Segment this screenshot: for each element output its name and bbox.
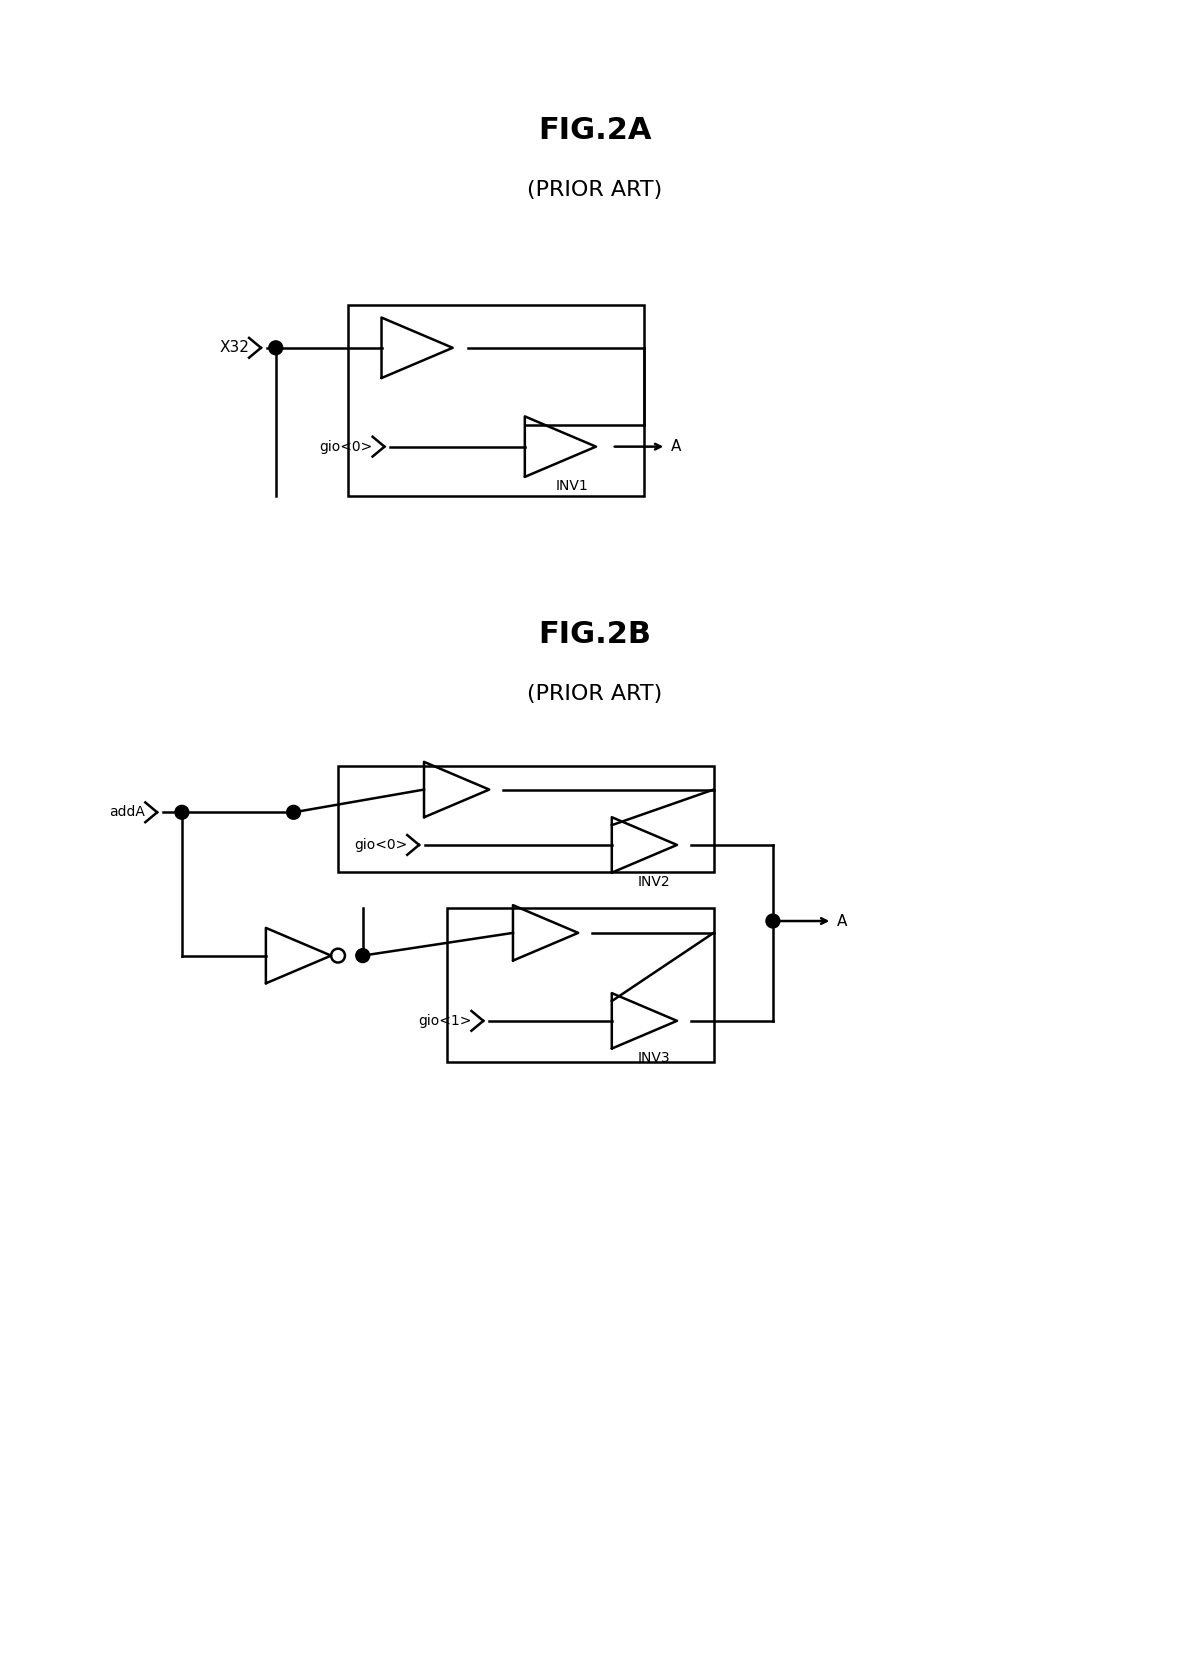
Text: (PRIOR ART): (PRIOR ART) (528, 179, 662, 200)
Text: gio<1>: gio<1> (419, 1015, 472, 1028)
Text: FIG.2B: FIG.2B (539, 620, 652, 649)
Text: A: A (837, 914, 848, 929)
Circle shape (356, 949, 370, 963)
Text: INV2: INV2 (638, 875, 671, 889)
Circle shape (175, 805, 189, 820)
Text: FIG.2A: FIG.2A (539, 116, 652, 144)
Circle shape (269, 340, 283, 356)
Circle shape (287, 805, 301, 820)
Text: INV3: INV3 (638, 1051, 671, 1065)
Text: gio<0>: gio<0> (320, 439, 372, 454)
Text: X32: X32 (219, 340, 249, 356)
Text: (PRIOR ART): (PRIOR ART) (528, 684, 662, 704)
Text: A: A (671, 439, 681, 454)
Text: gio<0>: gio<0> (354, 838, 407, 852)
Circle shape (766, 914, 780, 927)
Bar (348, 305, 644, 496)
Text: INV1: INV1 (556, 480, 589, 493)
Text: addA: addA (109, 805, 145, 820)
Bar (447, 909, 713, 1062)
Bar (338, 766, 713, 872)
